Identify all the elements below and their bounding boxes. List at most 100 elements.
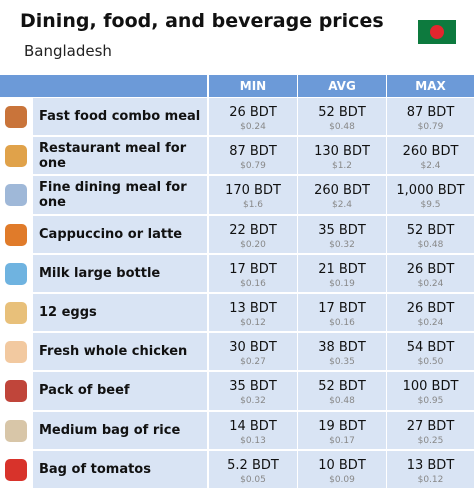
price-usd: $1.2 [331,161,353,172]
item-icon [5,419,27,442]
price-local: 22 BDT [229,222,277,238]
price-cell: 26 BDT $0.24 [387,254,474,292]
item-icon [5,458,27,481]
price-cell: 17 BDT $0.16 [298,294,386,332]
price-usd: $0.09 [329,474,355,485]
price-local: 1,000 BDT [396,183,465,199]
price-local: 26 BDT [229,105,277,120]
price-usd: $0.24 [417,318,444,328]
title: Dining, food, and beverage prices [20,10,384,32]
price-usd: $0.48 [329,122,355,132]
price-local: 27 BDT [406,418,455,434]
item-name: Pack of beef [33,372,207,410]
price-local: 87 BDT [406,105,455,120]
price-usd: $0.17 [329,435,355,446]
price-local: 260 BDT [314,183,370,199]
item-name: Fast food combo meal [33,98,207,136]
price-local: 35 BDT [318,222,366,238]
price-usd: $0.24 [240,122,266,132]
price-local: 30 BDT [229,340,277,356]
item-name: Fine dining meal for one [33,176,207,214]
price-usd: $0.16 [329,318,355,328]
price-usd: $1.6 [242,200,264,211]
price-usd: $0.25 [417,435,444,446]
price-cell: 13 BDT $0.12 [387,450,474,488]
price-local: 5.2 BDT [227,457,279,473]
price-local: 26 BDT [406,261,455,277]
price-local: 13 BDT [229,301,277,316]
item-name: 12 eggs [33,294,207,332]
price-cell: 5.2 BDT $0.05 [209,450,297,488]
item-icon [5,380,27,403]
item-icon [5,262,27,285]
price-cell: 260 BDT $2.4 [298,176,386,214]
item-icon [5,106,27,128]
price-usd: $2.4 [420,161,441,172]
price-local: 17 BDT [318,301,366,316]
price-local: 14 BDT [229,418,277,434]
price-local: 130 BDT [314,144,370,160]
price-cell: 21 BDT $0.19 [298,254,386,292]
price-cell: 14 BDT $0.13 [209,411,297,449]
column-header: AVG [298,75,386,97]
price-usd: $0.05 [240,474,266,485]
price-usd: $0.35 [329,357,355,368]
price-cell: 35 BDT $0.32 [298,215,386,253]
item-icon [5,145,27,168]
flag [418,20,456,44]
item-icon [5,302,27,324]
price-usd: $0.19 [329,278,355,289]
price-cell: 1,000 BDT $9.5 [387,176,474,214]
price-cell: 260 BDT $2.4 [387,137,474,175]
price-cell: 52 BDT $0.48 [298,98,386,136]
price-local: 52 BDT [318,105,366,120]
price-usd: $0.32 [240,396,266,407]
price-local: 26 BDT [406,301,455,316]
price-usd: $0.12 [417,474,444,485]
price-cell: 87 BDT $0.79 [387,98,474,136]
item-name: Medium bag of rice [33,411,207,449]
price-local: 260 BDT [402,144,459,160]
item-name: Cappuccino or latte [33,215,207,253]
price-usd: $0.13 [240,435,266,446]
price-usd: $0.95 [417,396,444,407]
price-usd: $0.27 [240,357,266,368]
price-cell: 26 BDT $0.24 [209,98,297,136]
price-cell: 54 BDT $0.50 [387,333,474,371]
price-cell: 52 BDT $0.48 [298,372,386,410]
price-local: 19 BDT [318,418,366,434]
item-name: Restaurant meal for one [33,137,207,175]
price-local: 52 BDT [318,379,366,395]
price-local: 87 BDT [229,144,277,160]
price-cell: 52 BDT $0.48 [387,215,474,253]
price-usd: $0.24 [417,278,444,289]
column-header: MAX [387,75,474,97]
price-usd: $2.4 [331,200,353,211]
price-cell: 13 BDT $0.12 [209,294,297,332]
price-cell: 130 BDT $1.2 [298,137,386,175]
price-local: 13 BDT [406,457,455,473]
item-name: Milk large bottle [33,254,207,292]
price-cell: 17 BDT $0.16 [209,254,297,292]
price-usd: $0.50 [417,357,444,368]
price-local: 17 BDT [229,261,277,277]
price-cell: 26 BDT $0.24 [387,294,474,332]
header-blank [0,75,207,97]
price-usd: $0.79 [417,122,444,132]
price-usd: $0.32 [329,239,355,250]
price-cell: 170 BDT $1.6 [209,176,297,214]
price-cell: 27 BDT $0.25 [387,411,474,449]
subtitle: Bangladesh [24,42,112,60]
price-local: 35 BDT [229,379,277,395]
price-local: 54 BDT [406,340,455,356]
price-usd: $0.79 [240,161,266,172]
price-usd: $0.12 [240,318,266,328]
price-cell: 22 BDT $0.20 [209,215,297,253]
price-usd: $0.20 [240,239,266,250]
price-cell: 10 BDT $0.09 [298,450,386,488]
column-header: MIN [209,75,297,97]
price-cell: 87 BDT $0.79 [209,137,297,175]
price-usd: $0.48 [417,239,444,250]
price-cell: 35 BDT $0.32 [209,372,297,410]
